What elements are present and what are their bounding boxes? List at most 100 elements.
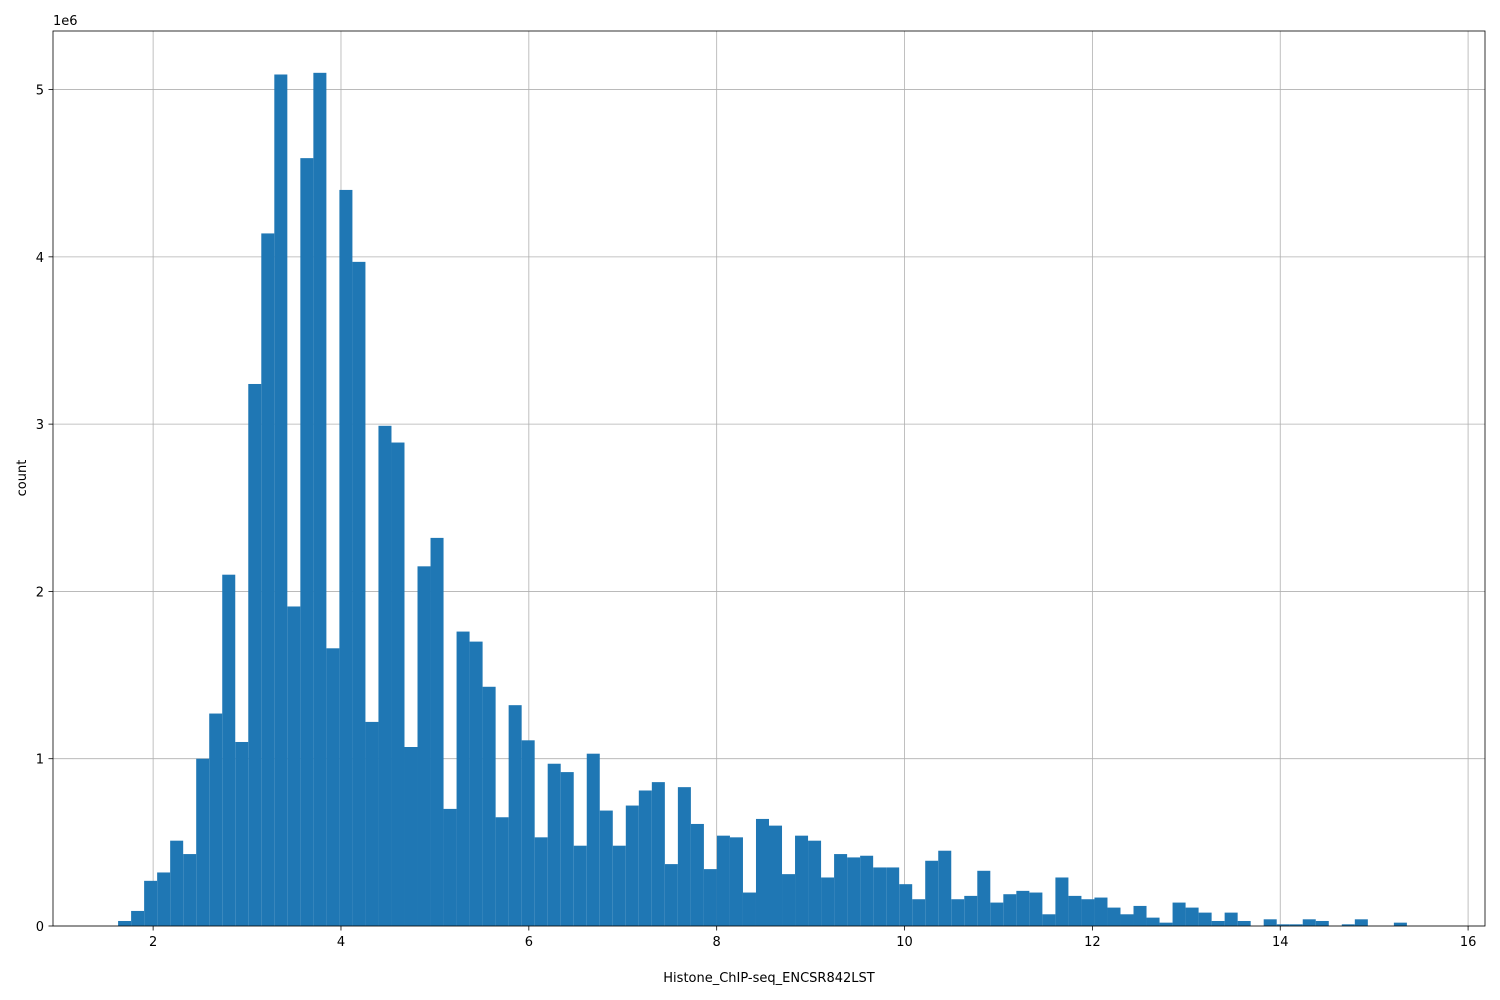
bar: [886, 867, 900, 926]
bar: [365, 721, 379, 926]
x-tick-label: 12: [1084, 935, 1101, 950]
bar: [742, 892, 756, 926]
bar: [547, 763, 561, 926]
grid: [53, 31, 1485, 927]
bar: [834, 854, 848, 926]
y-tick-label: 4: [36, 251, 44, 266]
bar: [1198, 912, 1212, 926]
bar: [1354, 919, 1368, 926]
bar: [1029, 892, 1043, 926]
bar: [677, 787, 691, 926]
bar: [209, 713, 223, 926]
bar: [131, 910, 145, 926]
bar: [612, 845, 626, 926]
bar: [560, 772, 574, 926]
bar: [860, 855, 874, 926]
bar: [391, 442, 405, 926]
bar: [716, 835, 730, 926]
x-tick-label: 2: [149, 935, 157, 950]
bar: [1159, 922, 1173, 926]
bar: [144, 880, 158, 926]
bar: [1133, 905, 1147, 926]
y-tick-label: 0: [36, 920, 44, 935]
bar: [1289, 924, 1303, 926]
bar: [378, 425, 392, 926]
bar: [508, 705, 522, 926]
bar: [482, 686, 496, 926]
x-tick-label: 8: [713, 935, 721, 950]
bar: [534, 837, 548, 926]
bar: [1146, 917, 1160, 926]
bar: [782, 874, 796, 926]
bar: [495, 817, 509, 926]
bar: [821, 877, 835, 926]
bar: [1120, 914, 1134, 926]
bar: [1263, 919, 1277, 926]
y-tick-label: 5: [36, 84, 44, 99]
bar: [1016, 890, 1030, 926]
bar: [1003, 894, 1017, 926]
bar: [261, 233, 275, 927]
x-axis-label: Histone_ChIP-seq_ENCSR842LST: [663, 971, 874, 986]
bar: [1393, 922, 1407, 926]
bar: [651, 782, 665, 926]
bar: [1107, 907, 1121, 926]
bar: [339, 189, 353, 926]
bar: [430, 537, 444, 926]
bar: [664, 864, 678, 926]
y-tick-label: 2: [36, 585, 44, 600]
bars: [118, 72, 1407, 927]
bar: [417, 566, 431, 926]
x-tick-label: 16: [1460, 935, 1477, 950]
bar: [521, 740, 535, 926]
bar: [1224, 912, 1238, 926]
bar: [1185, 907, 1199, 926]
bar: [118, 920, 132, 926]
y-tick-label: 1: [36, 753, 44, 768]
bar: [755, 818, 769, 926]
bar: [599, 810, 613, 926]
bar: [1237, 920, 1251, 926]
bar: [469, 641, 483, 926]
bar: [274, 74, 288, 926]
bar: [873, 867, 887, 926]
bar: [951, 899, 965, 926]
bar: [1068, 895, 1082, 926]
bar: [912, 899, 926, 926]
bar: [925, 860, 939, 926]
bar: [573, 845, 587, 926]
bar: [170, 840, 184, 926]
bar: [1302, 919, 1316, 926]
bar: [300, 158, 314, 926]
bar: [1276, 924, 1290, 926]
bar: [235, 741, 249, 926]
bar: [899, 884, 913, 926]
bar: [1055, 877, 1069, 926]
bar: [729, 837, 743, 926]
bar: [404, 747, 418, 926]
bar: [443, 808, 457, 926]
bar: [586, 753, 600, 926]
bar: [222, 574, 236, 926]
bar: [625, 805, 639, 926]
bar: [1094, 897, 1108, 926]
bar: [977, 870, 991, 926]
x-tick-label: 10: [896, 935, 913, 950]
bar: [1042, 914, 1056, 926]
bar: [326, 648, 340, 926]
bar: [795, 835, 809, 926]
x-tick-label: 6: [525, 935, 533, 950]
y-axis-label: count: [15, 460, 30, 497]
bar: [183, 854, 197, 926]
y-offset-label: 1e6: [53, 14, 78, 29]
bar: [287, 606, 301, 926]
bar: [1341, 924, 1355, 926]
bar: [938, 850, 952, 926]
bar: [964, 895, 978, 926]
bar: [638, 790, 652, 926]
bar: [703, 869, 717, 926]
bar: [990, 902, 1004, 926]
bar: [1315, 920, 1329, 926]
bar: [1172, 902, 1186, 926]
